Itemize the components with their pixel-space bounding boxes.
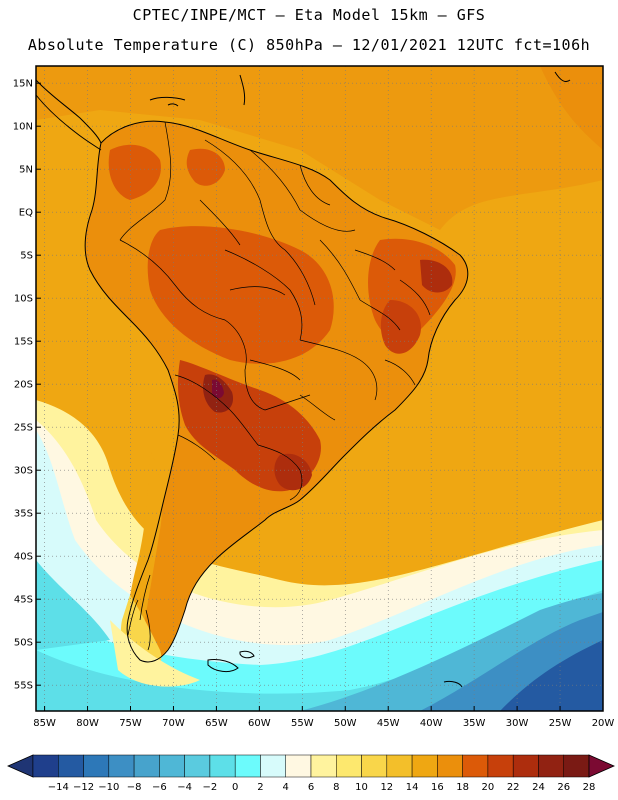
- colorbar-swatch: [310, 754, 337, 778]
- colorbar-labels: −14 −12 −10 −8 −6 −4 −2 0 2 4 6 8 10 12 14 16 18 20 22 24 26…: [48, 782, 596, 793]
- colorbar-tick-label: 18: [456, 782, 469, 793]
- colorbar-swatch: [361, 754, 388, 778]
- colorbar-tick-label: −10: [98, 782, 119, 793]
- lon-label: 40W: [420, 718, 443, 729]
- colorbar-swatch: [538, 754, 564, 778]
- colorbar-tick-label: 28: [583, 782, 596, 793]
- colorbar-tick-label: 4: [283, 782, 289, 793]
- colorbar-swatch: [108, 754, 135, 778]
- colorbar-tick-label: 0: [232, 782, 238, 793]
- colorbar-swatch: [58, 754, 84, 778]
- lat-label: 30S: [14, 466, 33, 477]
- map-frame: [35, 65, 604, 712]
- colorbar-tick-label: 2: [257, 782, 263, 793]
- lat-label: 55S: [14, 681, 33, 692]
- colorbar-tick-label: 8: [333, 782, 339, 793]
- colorbar-tick-label: −14: [48, 782, 69, 793]
- coastline: [36, 71, 571, 688]
- lat-label: 25S: [14, 423, 33, 434]
- lat-label: 50S: [14, 638, 33, 649]
- colorbar-swatch: [512, 754, 539, 778]
- lon-label: 85W: [33, 718, 56, 729]
- lat-label: 15N: [13, 79, 33, 90]
- country-borders: [119, 121, 431, 501]
- colorbar-swatch: [411, 754, 438, 778]
- colorbar-tick-label: 20: [482, 782, 495, 793]
- colorbar-swatch: [563, 754, 590, 778]
- lat-label: 5S: [20, 251, 33, 262]
- lon-label: 55W: [291, 718, 314, 729]
- colorbar-swatch: [487, 754, 514, 778]
- colorbar-tick-label: 14: [406, 782, 419, 793]
- colorbar-swatch: [209, 754, 236, 778]
- lon-label: 60W: [248, 718, 271, 729]
- colorbar-swatch: [437, 754, 463, 778]
- map-title-variable: Absolute Temperature (C) 850hPa – 12/01/…: [27, 36, 591, 54]
- colorbar-tick-label: 24: [532, 782, 545, 793]
- graticule: [36, 66, 603, 711]
- lon-label: 80W: [76, 718, 99, 729]
- colorbar-high-extension: [588, 754, 615, 778]
- colorbar-swatch: [336, 754, 362, 778]
- colorbar-tick-label: 6: [308, 782, 314, 793]
- colorbar-tick-label: −6: [152, 782, 167, 793]
- latitude-labels: 15N 10N 5N EQ 5S 10S 15S 20S 25S 30S 35S 40S 45S 50S 5…: [13, 79, 41, 692]
- colorbar-tick-label: 12: [380, 782, 393, 793]
- lon-label: 50W: [334, 718, 357, 729]
- colorbar-swatch: [184, 754, 211, 778]
- colorbar-tick-label: −12: [73, 782, 94, 793]
- lat-label: 15S: [14, 337, 33, 348]
- colorbar-tick-label: 26: [557, 782, 570, 793]
- colorbar: [7, 754, 615, 778]
- colorbar-low-extension: [7, 754, 34, 778]
- lon-label: 20W: [592, 718, 615, 729]
- lat-label: 40S: [14, 552, 33, 563]
- colorbar-swatch: [462, 754, 489, 778]
- lat-label: 35S: [14, 509, 33, 520]
- colorbar-swatch: [133, 754, 160, 778]
- colorbar-swatch: [260, 754, 286, 778]
- lon-label: 25W: [549, 718, 572, 729]
- lat-label: 45S: [14, 595, 33, 606]
- map-title-model: CPTEC/INPE/MCT – Eta Model 15km – GFS: [132, 6, 486, 24]
- colorbar-tick-label: 22: [507, 782, 520, 793]
- colorbar-tick-label: −2: [203, 782, 218, 793]
- lat-label: 10S: [14, 294, 33, 305]
- lat-label: 20S: [14, 380, 33, 391]
- colorbar-swatch: [386, 754, 413, 778]
- colorbar-swatch: [285, 754, 312, 778]
- temperature-field: [36, 66, 603, 711]
- colorbar-swatch: [159, 754, 185, 778]
- lon-label: 30W: [506, 718, 529, 729]
- lat-label: 10N: [13, 122, 33, 133]
- lon-label: 45W: [377, 718, 400, 729]
- lon-label: 75W: [119, 718, 142, 729]
- colorbar-swatch: [234, 754, 261, 778]
- colorbar-swatch: [83, 754, 110, 778]
- colorbar-tick-label: 10: [355, 782, 368, 793]
- lat-label: 5N: [19, 165, 33, 176]
- lon-label: 35W: [463, 718, 486, 729]
- longitude-labels: 85W 80W 75W 70W 65W 60W 55W 50W 45W 40W 35W 30W 25W 2…: [33, 706, 614, 729]
- colorbar-tick-label: 16: [431, 782, 444, 793]
- lon-label: 70W: [162, 718, 185, 729]
- lon-label: 65W: [205, 718, 228, 729]
- colorbar-swatch: [32, 754, 59, 778]
- colorbar-tick-label: −8: [127, 782, 142, 793]
- colorbar-tick-label: −4: [177, 782, 192, 793]
- lat-label: EQ: [19, 208, 33, 219]
